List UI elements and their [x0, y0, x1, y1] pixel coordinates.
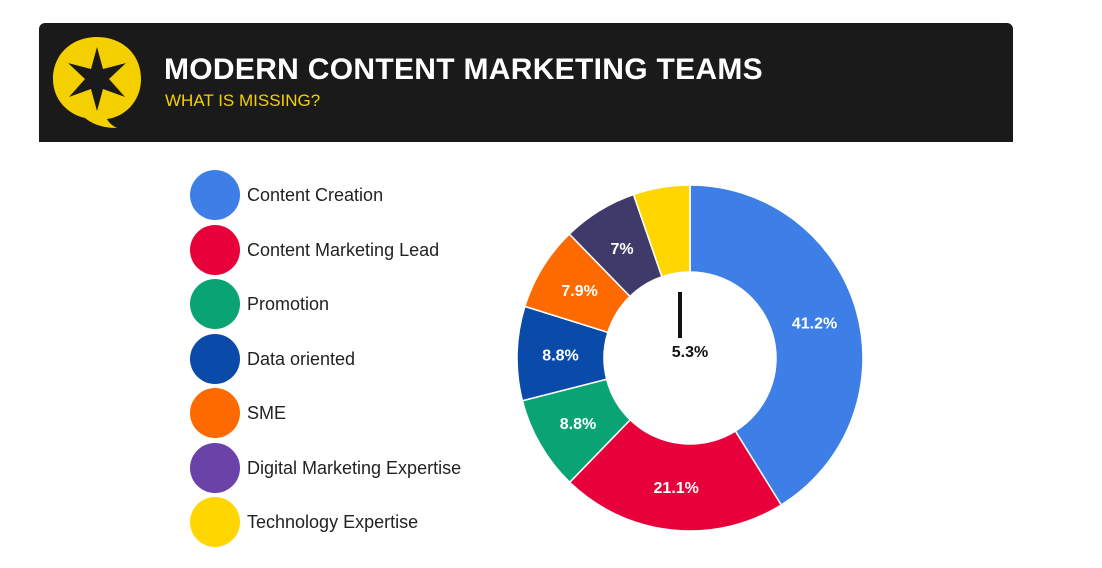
legend-item: Content Creation	[190, 170, 530, 222]
donut-chart: 41.2% 21.1% 8.8% 8.8% 7.9% 7% 5.3%	[516, 184, 864, 532]
legend-swatch	[190, 279, 240, 329]
legend-swatch	[190, 388, 240, 438]
data-label: 21.1%	[654, 480, 699, 497]
donut-slice	[632, 184, 691, 278]
legend-swatch	[190, 497, 240, 547]
legend-item: SME	[190, 388, 530, 440]
page-subtitle: WHAT IS MISSING?	[165, 91, 321, 110]
legend-swatch	[190, 333, 240, 384]
data-label: 7%	[610, 241, 633, 258]
legend-swatch	[190, 442, 240, 493]
legend-label: Digital Marketing Expertise	[247, 457, 462, 478]
page-title: MODERN CONTENT MARKETING TEAMS	[164, 53, 763, 86]
header-banner: MODERN CONTENT MARKETING TEAMS WHAT IS M…	[39, 23, 1013, 142]
donut-slice	[568, 418, 783, 532]
star-speech-bubble-icon	[53, 37, 141, 128]
donut-slice	[689, 184, 864, 507]
legend-label: Promotion	[247, 294, 330, 314]
legend-item: Technology Expertise	[190, 497, 530, 549]
legend-item: Digital Marketing Expertise	[190, 442, 530, 495]
legend-label: Data oriented	[247, 348, 356, 369]
legend-label: Content Marketing Lead	[247, 239, 440, 260]
legend-label: SME	[247, 403, 287, 423]
data-label: 41.2%	[792, 315, 837, 332]
legend-swatch	[190, 170, 240, 220]
legend-item: Content Marketing Lead	[190, 224, 530, 277]
data-label: 5.3%	[672, 344, 708, 361]
legend-item: Data oriented	[190, 333, 530, 386]
legend-label: Technology Expertise	[247, 512, 419, 532]
legend-swatch	[190, 224, 240, 275]
data-label: 8.8%	[542, 348, 578, 365]
data-label: 7.9%	[561, 283, 597, 300]
data-label: 8.8%	[560, 416, 596, 433]
legend-label: Content Creation	[247, 185, 384, 205]
legend-item: Promotion	[190, 279, 530, 331]
